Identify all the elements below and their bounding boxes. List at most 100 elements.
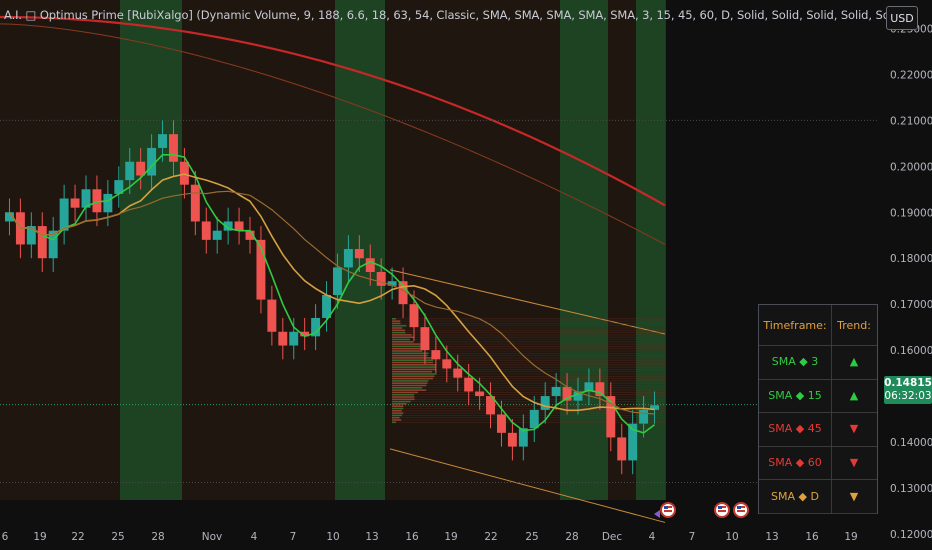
candle-body — [530, 410, 539, 428]
volume-profile-bar — [392, 378, 433, 380]
candle-body — [475, 391, 484, 396]
price-tick-label: 0.12000 — [890, 529, 932, 541]
price-tick-label: 0.13000 — [890, 483, 932, 495]
price-tick-label: 0.18000 — [890, 253, 932, 265]
candle-body — [158, 134, 167, 148]
candle-body — [180, 162, 189, 185]
candle-body — [191, 185, 200, 222]
candle-body — [355, 249, 364, 258]
volume-profile-bar — [392, 348, 424, 350]
volume-profile-bar — [392, 389, 426, 391]
candle-body — [125, 162, 134, 180]
arrow-up-icon: ▲ — [831, 379, 877, 413]
arrow-down-icon: ▼ — [831, 412, 877, 446]
event-flags — [654, 503, 748, 518]
currency-button[interactable]: USD — [886, 6, 918, 30]
time-tick-label: 13 — [365, 531, 378, 543]
timeframe-header: Timeframe: — [759, 305, 832, 345]
candle-body — [169, 134, 178, 162]
last-price-label: 0.14815 06:32:03 — [884, 376, 932, 404]
volume-profile-bar — [392, 373, 437, 375]
time-tick-label: 25 — [111, 531, 124, 543]
volume-profile-bar — [392, 392, 418, 394]
volume-profile-bar — [392, 336, 414, 338]
timeframe-cell: SMA ◆ 60 — [759, 446, 832, 480]
time-tick-label: 19 — [844, 531, 857, 543]
volume-profile-bar — [392, 341, 414, 343]
candle-body — [213, 231, 222, 240]
volume-profile-bar — [392, 399, 415, 401]
time-tick-label: 16 — [405, 531, 419, 543]
timeframe-cell: SMA ◆ 15 — [759, 379, 832, 413]
volume-profile-bar — [392, 369, 436, 371]
timeframe-cell: SMA ◆ D — [759, 479, 832, 513]
time-tick-label: Dec — [602, 531, 623, 543]
volume-profile-bar — [392, 405, 403, 407]
volume-profile-bar — [392, 339, 410, 341]
candle-body — [508, 433, 517, 447]
time-tick-label: 25 — [525, 531, 538, 543]
volume-profile-bar — [392, 419, 401, 421]
volume-profile-bar — [392, 362, 433, 364]
time-tick-label: 28 — [565, 531, 578, 543]
volume-profile-bar — [392, 318, 396, 320]
time-tick-label: 28 — [151, 531, 164, 543]
trend-table-row: SMA ◆ 45 ▼ — [759, 412, 877, 447]
candle-body — [639, 410, 648, 424]
price-axis: 0.230000.220000.210000.200000.190000.180… — [878, 0, 932, 550]
trend-table: Timeframe: Trend: SMA ◆ 3 ▲ SMA ◆ 15 ▲ SMA ◆… — [758, 304, 878, 514]
time-tick-label: 4 — [251, 531, 258, 543]
volume-profile-bar — [392, 380, 428, 382]
trend-table-header: Timeframe: Trend: — [759, 305, 877, 346]
indicator-legend[interactable]: A.I. □ Optimus Prime [RubiXalgo] (Dynami… — [4, 8, 907, 22]
bull-zone — [560, 0, 608, 500]
volume-profile-bar — [392, 385, 426, 387]
candle-body — [60, 198, 69, 230]
candle-body — [278, 332, 287, 346]
arrow-down-icon: ▼ — [831, 479, 877, 513]
arrow-down-icon: ▼ — [831, 446, 877, 480]
volume-profile-bar — [392, 366, 436, 368]
candle-body — [289, 332, 298, 346]
candle-body — [464, 378, 473, 392]
timeframe-cell: SMA ◆ 3 — [759, 345, 832, 379]
volume-profile-bar — [392, 334, 412, 336]
candle-body — [366, 258, 375, 272]
volume-profile-bar — [392, 417, 400, 419]
candle-body — [92, 189, 101, 212]
volume-profile-bar — [392, 332, 405, 334]
candle-body — [267, 300, 276, 332]
volume-profile-bar — [392, 330, 405, 332]
price-tick-label: 0.21000 — [890, 115, 932, 127]
candle-body — [344, 249, 353, 267]
volume-profile-bar — [392, 394, 414, 396]
volume-profile-bar — [392, 371, 432, 373]
candle-body — [552, 387, 561, 396]
volume-profile-bar — [392, 353, 428, 355]
bull-zone — [636, 0, 666, 500]
event-marker-icon — [654, 510, 660, 518]
volume-profile-bar — [392, 410, 402, 412]
volume-profile-bar — [392, 357, 433, 359]
time-tick-label: 19 — [444, 531, 457, 543]
volume-profile-bar — [392, 343, 421, 345]
us-flag-icon — [715, 503, 729, 517]
time-tick-label: 10 — [326, 531, 339, 543]
candle-body — [410, 304, 419, 327]
volume-profile-bar — [392, 396, 414, 398]
candle-body — [541, 396, 550, 410]
price-axis-bg — [878, 0, 932, 550]
candle-body — [147, 148, 156, 176]
time-tick-label: 7 — [290, 531, 297, 543]
price-tick-label: 0.14000 — [890, 437, 932, 449]
volume-profile-bar — [392, 355, 428, 357]
time-tick-label: 22 — [484, 531, 497, 543]
trend-table-row: SMA ◆ 3 ▲ — [759, 345, 877, 380]
trend-zones — [0, 0, 666, 500]
candle-body — [333, 267, 342, 295]
volume-profile-bar — [392, 376, 434, 378]
volume-profile-bar — [392, 325, 406, 327]
timeframe-cell: SMA ◆ 45 — [759, 412, 832, 446]
candle-body — [595, 382, 604, 396]
candle-body — [453, 369, 462, 378]
